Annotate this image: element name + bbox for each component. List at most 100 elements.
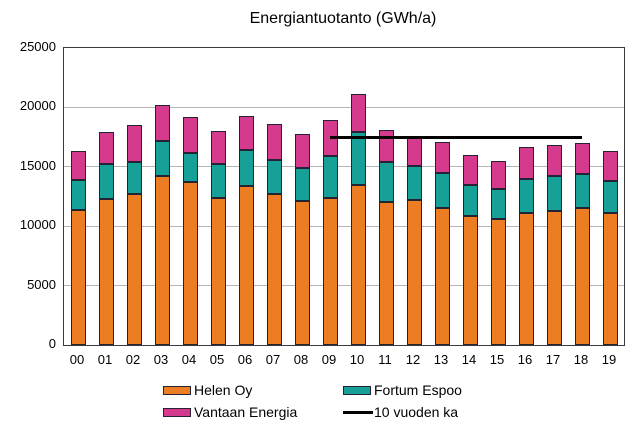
x-tick-label: 17 xyxy=(545,352,561,367)
bar-segment xyxy=(182,116,198,153)
bar-segment xyxy=(126,162,142,195)
x-tick-label: 10 xyxy=(349,352,365,367)
y-tick-label: 0 xyxy=(48,336,56,351)
bar-segment xyxy=(406,165,422,201)
x-tick-label: 01 xyxy=(97,352,113,367)
bar-segment xyxy=(490,160,506,189)
bar-segment xyxy=(490,219,506,345)
gridline xyxy=(64,166,624,168)
bar-segment xyxy=(462,184,478,216)
bar-segment xyxy=(126,194,142,345)
bar-segment xyxy=(70,151,86,180)
bar-segment xyxy=(406,135,422,166)
bar-segment xyxy=(266,159,282,195)
x-tick-label: 19 xyxy=(601,352,617,367)
x-tick-label: 07 xyxy=(265,352,281,367)
x-tick-label: 15 xyxy=(489,352,505,367)
bar-segment xyxy=(574,173,590,209)
x-tick-label: 08 xyxy=(293,352,309,367)
bar-segment xyxy=(210,197,226,345)
bar-segment xyxy=(462,154,478,185)
bar-segment xyxy=(294,201,310,345)
bar-segment xyxy=(406,200,422,345)
plot-area xyxy=(63,47,625,346)
bar-segment xyxy=(238,115,254,151)
x-tick-label: 02 xyxy=(125,352,141,367)
bar-segment xyxy=(154,105,170,141)
bar-segment xyxy=(266,194,282,345)
x-tick-label: 18 xyxy=(573,352,589,367)
x-tick-label: 12 xyxy=(405,352,421,367)
y-tick-label: 10000 xyxy=(19,217,56,233)
x-tick-label: 16 xyxy=(517,352,533,367)
chart-title: Energiantuotanto (GWh/a) xyxy=(249,10,437,27)
bar-segment xyxy=(182,152,198,183)
bar-segment xyxy=(546,145,562,177)
y-tick-label: 20000 xyxy=(19,98,56,114)
x-tick-label: 06 xyxy=(237,352,253,367)
bar-segment xyxy=(154,176,170,345)
bar-segment xyxy=(126,125,142,163)
bar-segment xyxy=(350,132,366,185)
bar-segment xyxy=(70,179,86,210)
gridline xyxy=(64,285,624,287)
y-axis-labels: 0 5000 10000 15000 20000 25000 xyxy=(0,0,56,435)
bar-segment xyxy=(350,94,366,133)
x-tick-label: 14 xyxy=(461,352,477,367)
bar-segment xyxy=(546,210,562,345)
bar-segment xyxy=(98,132,114,165)
bar-segment xyxy=(546,176,562,211)
average-line xyxy=(330,135,582,139)
bar-segment xyxy=(154,140,170,177)
bar-segment xyxy=(602,181,618,214)
bar-segment xyxy=(378,202,394,345)
legend-label-helen-oy: Helen Oy xyxy=(194,382,253,398)
y-tick-label: 25000 xyxy=(19,39,56,54)
bar-segment xyxy=(574,143,590,174)
bar-segment xyxy=(518,178,534,214)
bar-segment xyxy=(238,150,254,186)
legend-label-average-line: 10 vuoden ka xyxy=(374,404,459,420)
y-tick-label: 5000 xyxy=(27,276,56,292)
bar-segment xyxy=(602,213,618,345)
bar-segment xyxy=(238,185,254,345)
x-tick-label: 03 xyxy=(153,352,169,367)
bar-segment xyxy=(434,172,450,209)
bar-segment xyxy=(210,131,226,165)
helen-oy-swatch-icon xyxy=(163,386,191,395)
legend-label-fortum-espoo: Fortum Espoo xyxy=(374,382,462,398)
bar-segment xyxy=(602,150,618,182)
legend-label-vantaan-energia: Vantaan Energia xyxy=(194,404,298,420)
bar-segment xyxy=(434,208,450,345)
bar-segment xyxy=(182,182,198,345)
bar-segment xyxy=(574,208,590,345)
bar-segment xyxy=(294,133,310,168)
gridline xyxy=(64,106,624,108)
x-tick-label: 09 xyxy=(321,352,337,367)
bar-segment xyxy=(98,198,114,345)
bar-segment xyxy=(322,155,338,198)
bar-segment xyxy=(294,168,310,202)
bar-segment xyxy=(378,162,394,203)
bar-segment xyxy=(350,184,366,345)
x-tick-label: 05 xyxy=(209,352,225,367)
bar-segment xyxy=(70,209,86,345)
fortum-espoo-swatch-icon xyxy=(343,386,371,395)
x-tick-label: 00 xyxy=(69,352,85,367)
x-tick-label: 11 xyxy=(378,352,392,367)
y-tick-label: 15000 xyxy=(19,157,56,173)
bar-segment xyxy=(518,213,534,345)
bar-segment xyxy=(266,124,282,160)
gridline xyxy=(64,225,624,227)
average-line-swatch-icon xyxy=(343,411,373,414)
x-tick-label: 04 xyxy=(181,352,197,367)
bar-segment xyxy=(462,215,478,345)
bar-segment xyxy=(490,188,506,220)
x-tick-label: 13 xyxy=(433,352,449,367)
bar-segment xyxy=(518,146,534,179)
bar-segment xyxy=(98,164,114,199)
vantaan-energia-swatch-icon xyxy=(163,408,191,417)
bar-segment xyxy=(434,141,450,173)
bar-segment xyxy=(322,197,338,345)
